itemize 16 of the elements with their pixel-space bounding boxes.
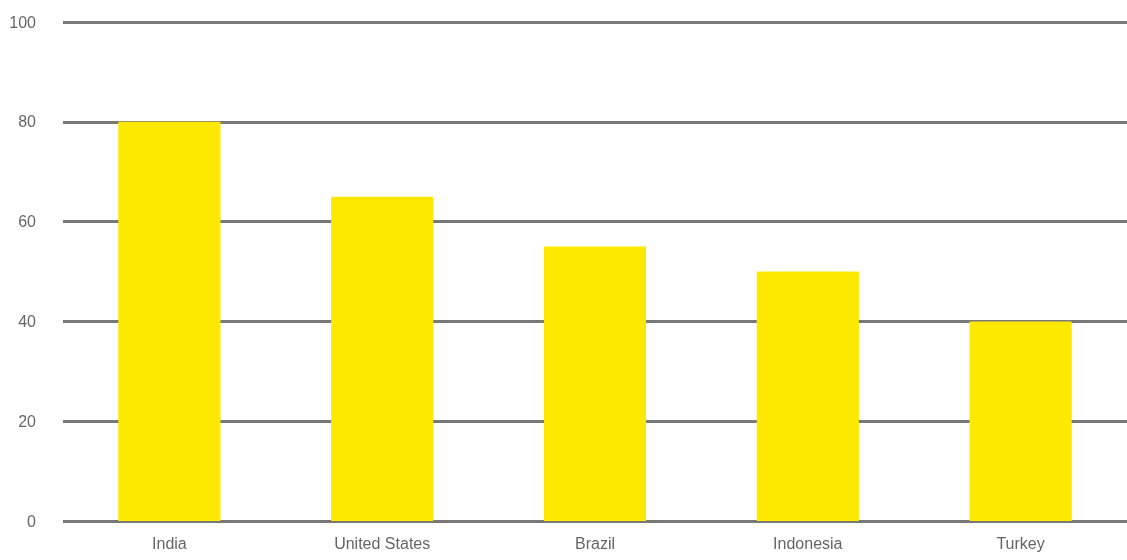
- y-tick-label: 0: [27, 512, 37, 530]
- y-tick-label: 20: [18, 412, 37, 430]
- x-tick-label: India: [152, 534, 187, 552]
- x-tick-label: Indonesia: [773, 534, 843, 552]
- x-tick-label: United States: [334, 534, 431, 552]
- bar: [756, 271, 859, 521]
- bar: [969, 321, 1072, 521]
- y-tick-label: 100: [9, 13, 37, 31]
- bar: [543, 246, 647, 521]
- y-tick-label: 60: [18, 213, 37, 231]
- y-tick-label: 40: [18, 312, 37, 330]
- x-tick-label: Brazil: [574, 534, 616, 552]
- bar: [118, 121, 221, 521]
- y-tick-label: 80: [18, 113, 37, 131]
- x-tick-label: Turkey: [996, 534, 1045, 552]
- bar: [331, 196, 434, 521]
